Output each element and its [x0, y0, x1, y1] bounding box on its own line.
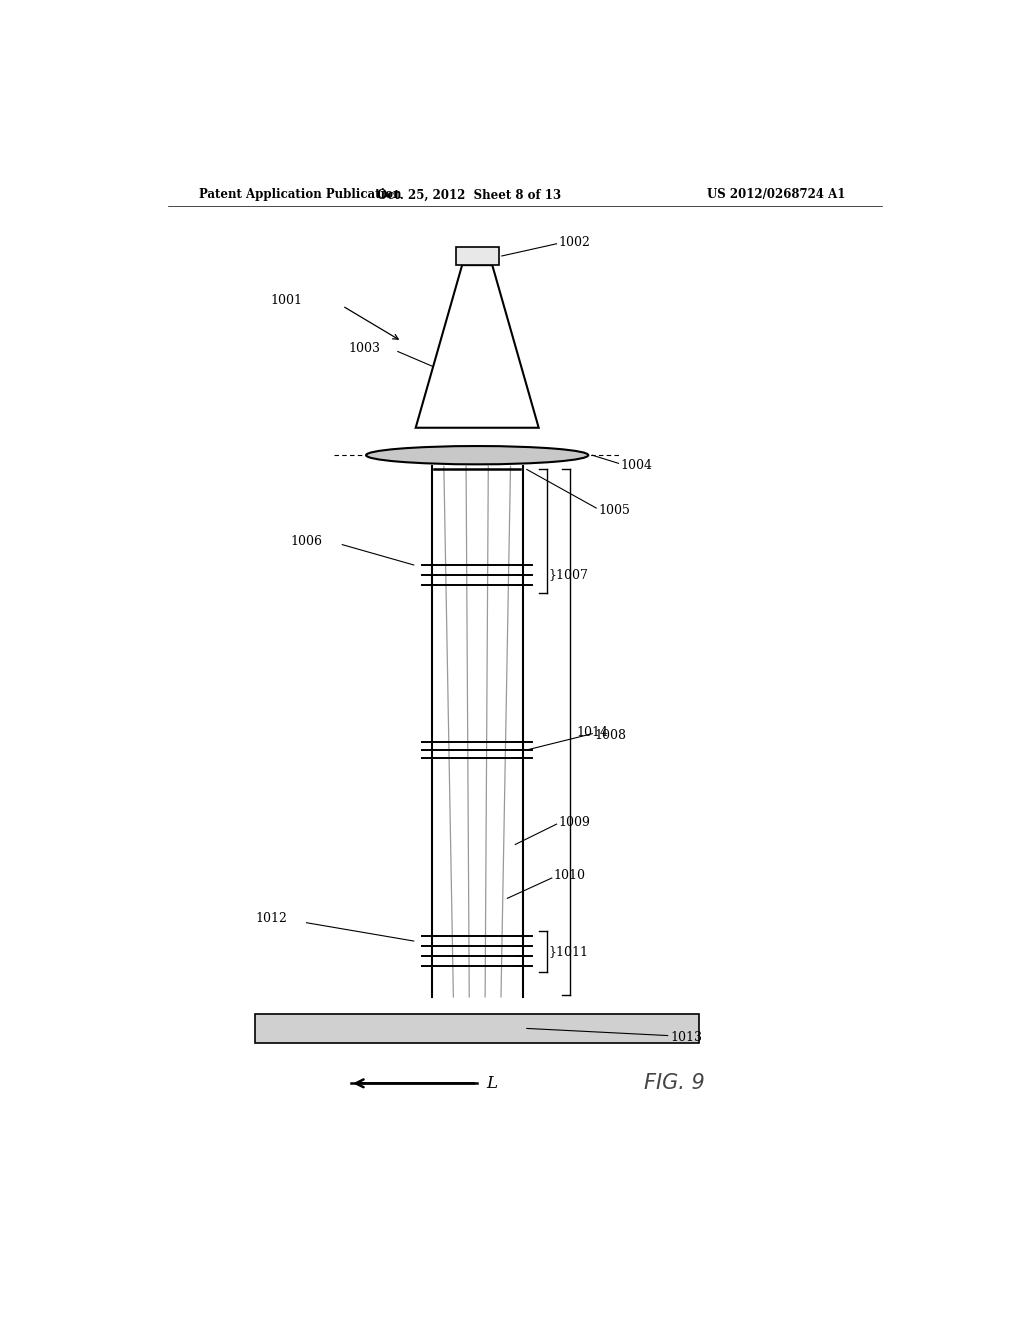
Text: }1011: }1011 [548, 945, 588, 958]
Polygon shape [456, 247, 499, 265]
Text: 1005: 1005 [599, 503, 631, 516]
Text: 1008: 1008 [595, 729, 627, 742]
Text: 1010: 1010 [553, 870, 586, 883]
Text: }1007: }1007 [548, 569, 588, 582]
Text: 1014: 1014 [577, 726, 609, 739]
Text: Oct. 25, 2012  Sheet 8 of 13: Oct. 25, 2012 Sheet 8 of 13 [377, 189, 561, 202]
Text: 1002: 1002 [559, 236, 591, 249]
Text: 1003: 1003 [348, 342, 381, 355]
Polygon shape [416, 265, 539, 428]
Text: 1001: 1001 [270, 294, 303, 308]
Text: Patent Application Publication: Patent Application Publication [200, 189, 402, 202]
Text: US 2012/0268724 A1: US 2012/0268724 A1 [708, 189, 846, 202]
Text: 1013: 1013 [670, 1031, 702, 1044]
Text: 1012: 1012 [255, 912, 287, 925]
Text: 1004: 1004 [620, 459, 652, 471]
Text: 1006: 1006 [291, 535, 323, 548]
Text: 1009: 1009 [558, 816, 590, 829]
Ellipse shape [367, 446, 588, 465]
Polygon shape [255, 1014, 699, 1043]
Text: L: L [486, 1074, 498, 1092]
Text: FIG. 9: FIG. 9 [644, 1073, 705, 1093]
